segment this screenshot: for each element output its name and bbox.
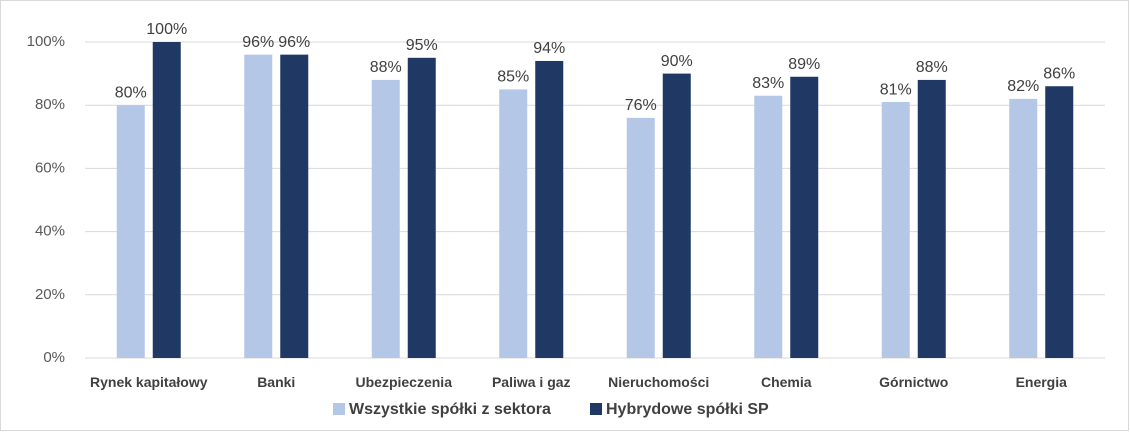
bar [1045,86,1074,359]
x-tick-label: Górnictwo [879,374,949,390]
bar [662,73,691,358]
x-tick-label: Nieruchomości [608,374,710,390]
x-tick-label: Ubezpieczenia [355,374,452,390]
bar [754,95,783,358]
bar [790,76,819,358]
legend-label: Wszystkie spółki z sektora [349,401,551,418]
data-label: 80% [115,84,147,101]
y-tick-label: 0% [43,349,65,366]
y-tick-label: 40% [35,223,65,240]
bar [371,79,400,359]
bar [499,89,528,359]
y-tick-label: 20% [35,286,65,303]
bar [152,42,181,358]
bar [407,57,436,359]
data-label: 88% [370,59,402,76]
bar [535,60,564,359]
bar [280,54,309,358]
data-label: 96% [278,34,310,51]
x-tick-label: Rynek kapitałowy [90,374,208,390]
legend-label: Hybrydowe spółki SP [606,401,769,418]
bar [917,79,946,359]
data-label: 94% [533,40,565,57]
x-tick-label: Paliwa i gaz [491,374,571,390]
x-tick-label: Chemia [760,374,812,390]
legend-swatch [590,403,602,415]
data-label: 83% [752,75,784,92]
bar [244,54,273,358]
bar [116,105,145,358]
bar [626,117,655,358]
y-tick-label: 100% [27,33,65,50]
data-label: 86% [1043,65,1075,82]
data-label: 82% [1007,78,1039,95]
data-label: 96% [242,34,274,51]
data-label: 76% [625,97,657,114]
legend-swatch [333,403,345,415]
data-label: 85% [497,69,529,86]
data-label: 90% [661,53,693,70]
data-label: 100% [146,21,187,38]
y-tick-label: 60% [35,159,65,176]
bar [1009,98,1038,358]
data-label: 89% [788,56,820,73]
data-label: 95% [406,37,438,54]
data-label: 88% [916,59,948,76]
bar [881,102,910,358]
y-tick-label: 80% [35,96,65,113]
data-label: 81% [880,81,912,98]
x-tick-label: Energia [1015,374,1067,390]
x-tick-label: Banki [257,374,296,390]
